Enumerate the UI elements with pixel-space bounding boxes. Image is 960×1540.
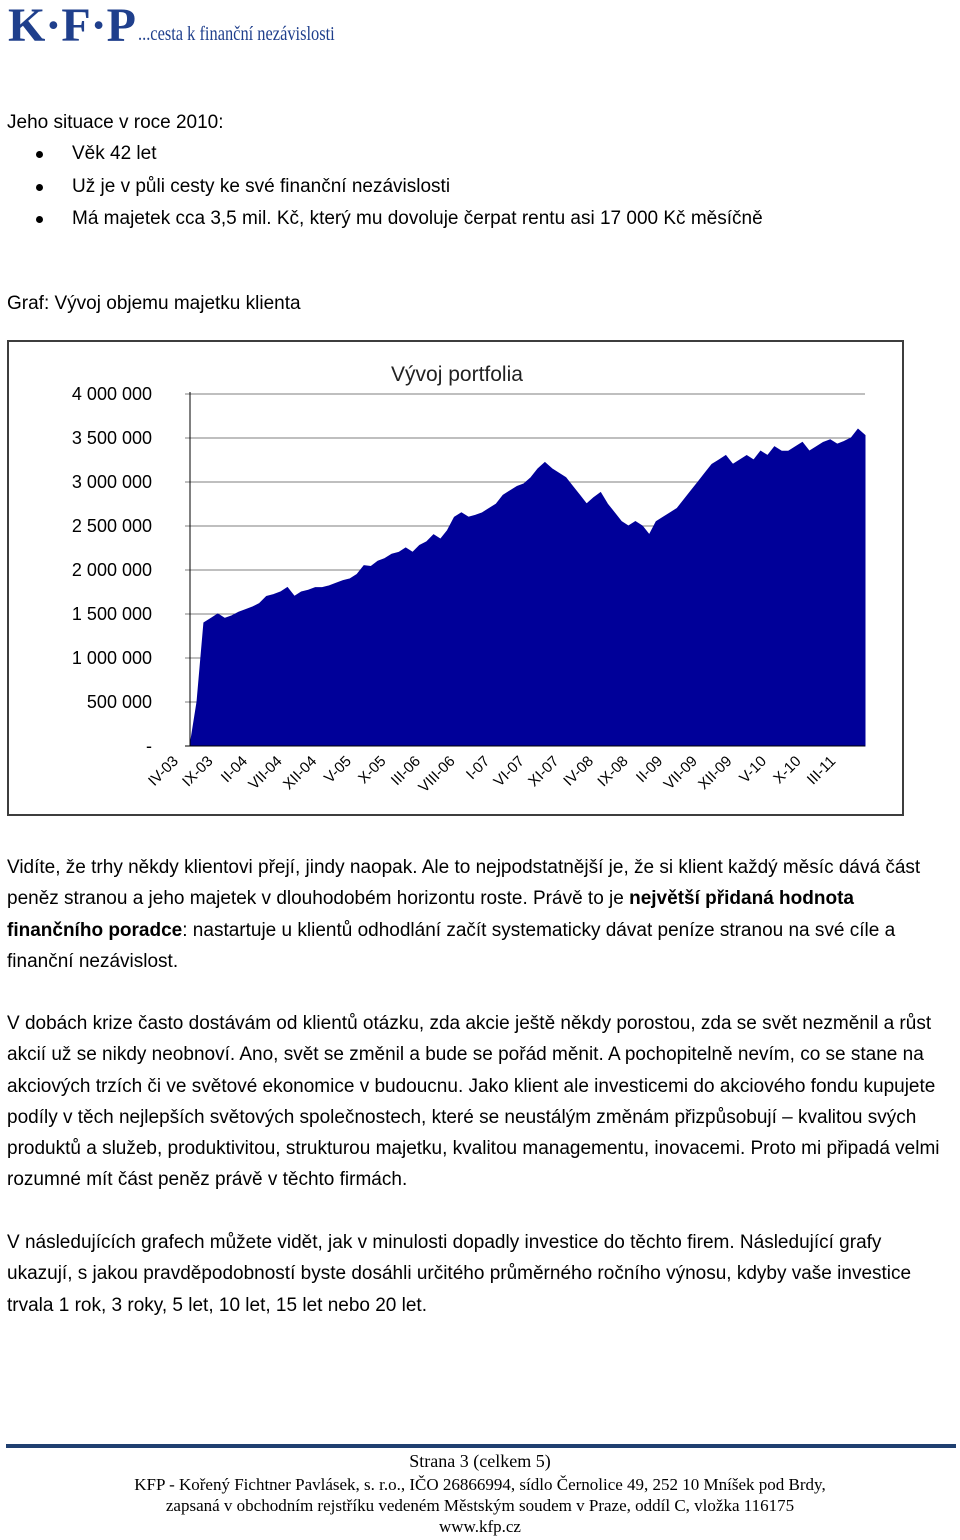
x-tick-label: XI-07 — [525, 753, 562, 790]
y-tick-label: 1 000 000 — [72, 648, 152, 668]
x-tick-label: IV-03 — [145, 753, 182, 790]
x-tick-label: VIII-06 — [415, 753, 458, 796]
portfolio-area-series — [189, 428, 866, 747]
x-tick-label: VII-09 — [661, 753, 701, 793]
paragraph-1-bold: největší přidaná hodnota finančního pora… — [7, 888, 854, 941]
footer-registry: zapsaná v obchodním rejstříku vedeném Mě… — [165, 1496, 795, 1515]
footer-company: KFP - Kořený Fichtner Pavlásek, s. r.o.,… — [134, 1475, 826, 1494]
paragraph-1: Vidíte, že trhy někdy klientovi přejí, j… — [7, 852, 942, 977]
kfp-logo: K·F·P ...cesta k finanční nezávislosti — [8, 0, 378, 52]
paragraph-3-text: V následujících grafech můžete vidět, ja… — [7, 1232, 912, 1316]
bullet-dot — [36, 151, 43, 158]
footer-page-number: Strana 3 (celkem 5) — [409, 1451, 551, 1471]
logo-mark: K·F·P — [8, 0, 136, 52]
portfolio-chart: - 500 000 1 000 000 1 500 000 2 000 000 2 500… — [7, 340, 904, 816]
paragraph-2: V dobách krize často dostávám od klientů… — [7, 1008, 942, 1196]
y-tick-label: 2 500 000 — [72, 516, 152, 536]
y-tick-label: 3 000 000 — [72, 472, 152, 492]
x-tick-label: IX-08 — [594, 753, 631, 790]
paragraph-2-text: V dobách krize často dostávám od klientů… — [7, 1013, 940, 1191]
paragraph-1-text-end: : nastartuje u klientů odhodlání začít s… — [7, 919, 896, 972]
y-tick-label: 2 000 000 — [72, 560, 152, 580]
x-tick-label: X-05 — [355, 753, 389, 787]
y-tick-label: 4 000 000 — [72, 384, 152, 404]
logo-tagline: ...cesta k finanční nezávislosti — [138, 23, 335, 45]
footer-divider — [6, 1444, 956, 1448]
x-tick-label: XII-09 — [695, 753, 735, 793]
bullet-text: Má majetek cca 3,5 mil. Kč, který mu dov… — [72, 208, 763, 229]
situation-heading: Jeho situace v roce 2010: — [7, 112, 224, 133]
y-tick-label: 500 000 — [87, 692, 152, 712]
y-tick-label: - — [146, 736, 152, 756]
x-tick-label: V-05 — [321, 753, 355, 787]
portfolio-chart-svg: - 500 000 1 000 000 1 500 000 2 000 000 2 500… — [72, 363, 866, 796]
x-tick-label: III-11 — [804, 753, 839, 788]
bullet-dot — [36, 216, 43, 223]
x-tick-label: V-10 — [736, 753, 770, 787]
x-tick-label: I-07 — [463, 753, 493, 783]
graph-caption: Graf: Vývoj objemu majetku klienta — [7, 293, 301, 314]
x-tick-label: X-10 — [770, 753, 804, 787]
paragraph-1-text: Vidíte, že trhy někdy klientovi přejí, j… — [7, 857, 921, 910]
x-tick-label: VI-07 — [490, 753, 527, 790]
x-tick-label: VII-04 — [245, 753, 285, 793]
x-tick-label: XII-04 — [280, 753, 320, 793]
bullet-text: Už je v půli cesty ke své finanční nezáv… — [72, 176, 451, 197]
x-tick-label: IX-03 — [179, 753, 216, 790]
footer-website[interactable]: www.kfp.cz — [439, 1517, 521, 1536]
chart-title: Vývoj portfolia — [391, 363, 523, 386]
bullet-dot — [36, 184, 43, 191]
paragraph-3: V následujících grafech můžete vidět, ja… — [7, 1227, 942, 1321]
y-tick-label: 1 500 000 — [72, 604, 152, 624]
y-tick-label: 3 500 000 — [72, 428, 152, 448]
x-tick-label: IV-08 — [560, 753, 597, 790]
bullet-text: Věk 42 let — [72, 143, 157, 164]
